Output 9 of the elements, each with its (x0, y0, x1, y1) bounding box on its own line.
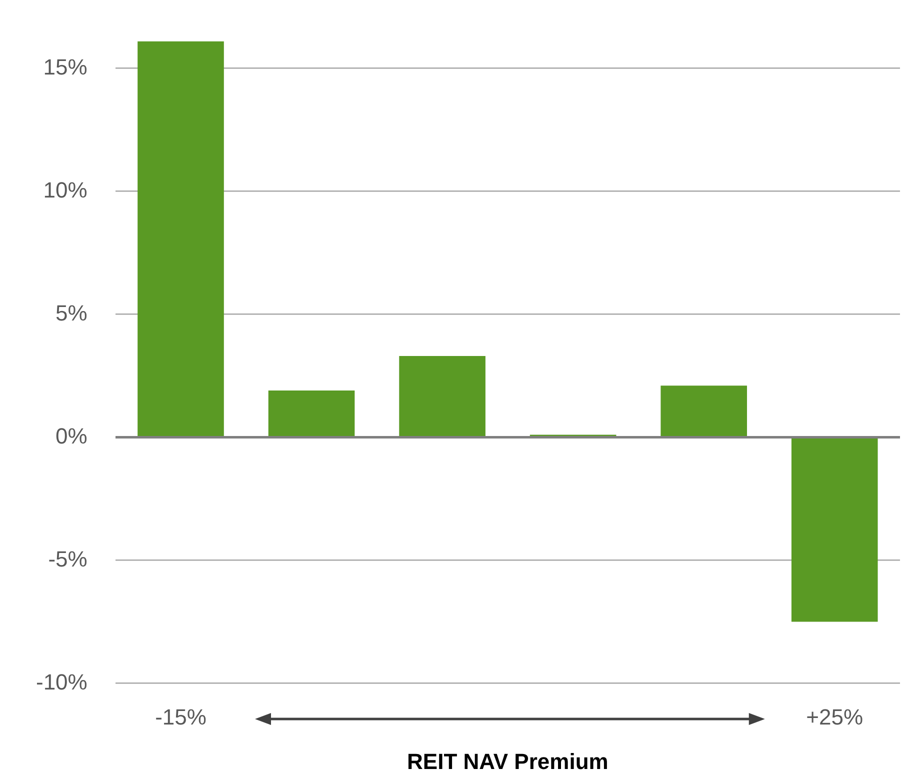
x-tick-label: +25% (806, 704, 864, 730)
y-tick-label: 10% (43, 177, 88, 202)
y-tick-label: 15% (43, 54, 88, 80)
y-tick-label: -5% (48, 546, 88, 572)
x-axis-title: REIT NAV Premium (407, 748, 608, 774)
y-tick-label: -10% (36, 669, 88, 694)
x-tick-label: -15% (155, 704, 206, 730)
y-tick-label: 5% (56, 300, 88, 326)
y-tick-label: 0% (56, 423, 88, 448)
